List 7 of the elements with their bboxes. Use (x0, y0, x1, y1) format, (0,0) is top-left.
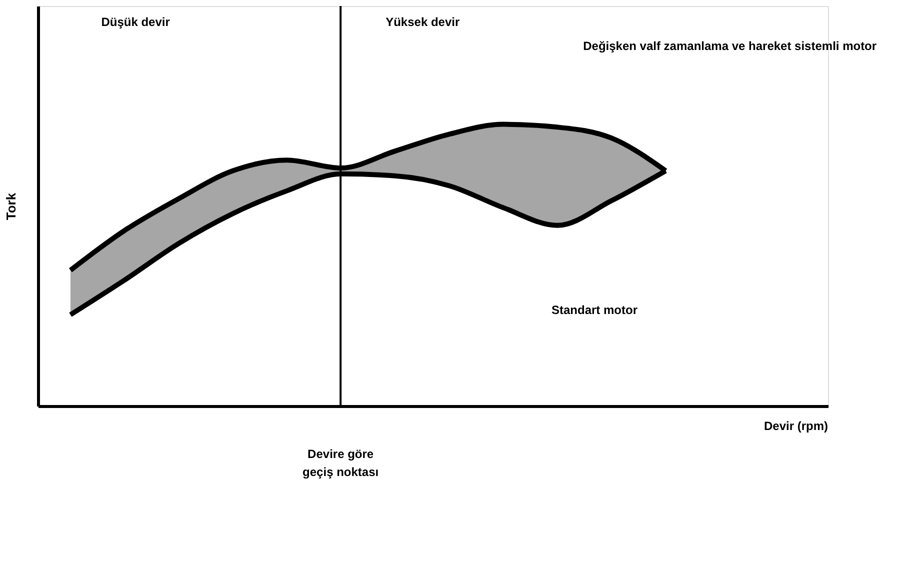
annotation: Standart motor (552, 303, 638, 317)
text: Düşük devir (101, 15, 170, 29)
y-axis-title: Tork (4, 192, 18, 220)
text: Devir (rpm) (764, 419, 828, 433)
text: Devire göre geçiş noktası (302, 447, 379, 479)
text: Değişken valf zamanlama ve hareket sistemli motor (583, 39, 877, 53)
text: Yüksek devir (386, 15, 460, 29)
